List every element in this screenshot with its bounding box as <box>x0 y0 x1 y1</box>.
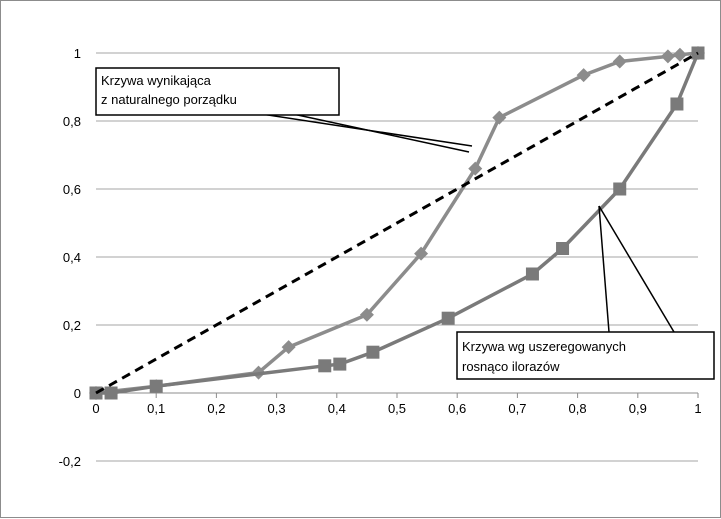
callout-text: z naturalnego porządku <box>101 92 237 107</box>
x-tick-label: 0,5 <box>388 401 406 416</box>
square-marker <box>556 242 570 255</box>
diamond-marker <box>492 110 507 125</box>
callout-leader-line <box>598 205 610 333</box>
x-tick-label: 1 <box>694 401 701 416</box>
square-marker <box>318 359 332 373</box>
square-marker <box>691 46 705 60</box>
diamond-marker <box>660 49 675 64</box>
square-marker <box>670 97 684 111</box>
square-marker <box>613 182 627 196</box>
callout-text: rosnąco ilorazów <box>462 359 560 374</box>
x-tick-label: 0,9 <box>629 401 647 416</box>
diamond-marker <box>612 54 627 69</box>
x-axis-ticks: 0 0,1 0,2 0,3 0,4 0,5 0,6 0,7 0,8 0,9 1 <box>92 393 702 416</box>
x-tick-label: 0,7 <box>508 401 526 416</box>
y-axis-ticks: -0,2 0 0,2 0,4 0,6 0,8 1 <box>59 46 81 469</box>
diamond-marker <box>468 161 483 176</box>
y-tick-label: 0 <box>74 386 81 401</box>
callout-text: Krzywa wg uszeregowanych <box>462 339 626 354</box>
x-tick-label: 0,8 <box>569 401 587 416</box>
square-marker <box>104 386 118 400</box>
y-tick-label: 0,6 <box>63 182 81 197</box>
y-tick-label: -0,2 <box>59 454 81 469</box>
square-marker <box>149 379 163 393</box>
series-line <box>96 52 700 395</box>
gridlines <box>96 52 698 462</box>
x-tick-label: 0,3 <box>268 401 286 416</box>
y-tick-label: 1 <box>74 46 81 61</box>
callout-box <box>456 331 715 380</box>
callout-text: Krzywa wynikająca <box>101 73 212 88</box>
y-tick-label: 0,4 <box>63 250 81 265</box>
diamond-marker <box>672 47 687 62</box>
series-layer <box>89 46 705 400</box>
square-marker <box>525 267 539 281</box>
series-square <box>89 46 705 400</box>
diamond-marker <box>414 246 429 261</box>
callout-square: Krzywa wg uszeregowanych rosnąco ilorazó… <box>456 205 715 380</box>
square-marker <box>366 345 380 359</box>
square-marker <box>441 311 455 325</box>
y-tick-label: 0,8 <box>63 114 81 129</box>
callout-diamond: Krzywa wynikająca z naturalnego porządku <box>95 67 473 153</box>
square-marker <box>333 357 347 371</box>
y-tick-label: 0,2 <box>63 318 81 333</box>
x-tick-label: 0,2 <box>207 401 225 416</box>
diamond-marker <box>359 307 374 322</box>
series-dashed <box>95 51 699 395</box>
x-tick-label: 0,1 <box>147 401 165 416</box>
callout-leader-line <box>292 113 470 153</box>
x-tick-label: 0 <box>92 401 99 416</box>
x-tick-label: 0,4 <box>328 401 346 416</box>
callout-leader-line <box>598 205 675 333</box>
series-line <box>95 51 699 395</box>
callout-box <box>95 67 340 116</box>
diamond-marker <box>576 68 591 83</box>
x-tick-label: 0,6 <box>448 401 466 416</box>
diamond-marker <box>281 340 296 355</box>
